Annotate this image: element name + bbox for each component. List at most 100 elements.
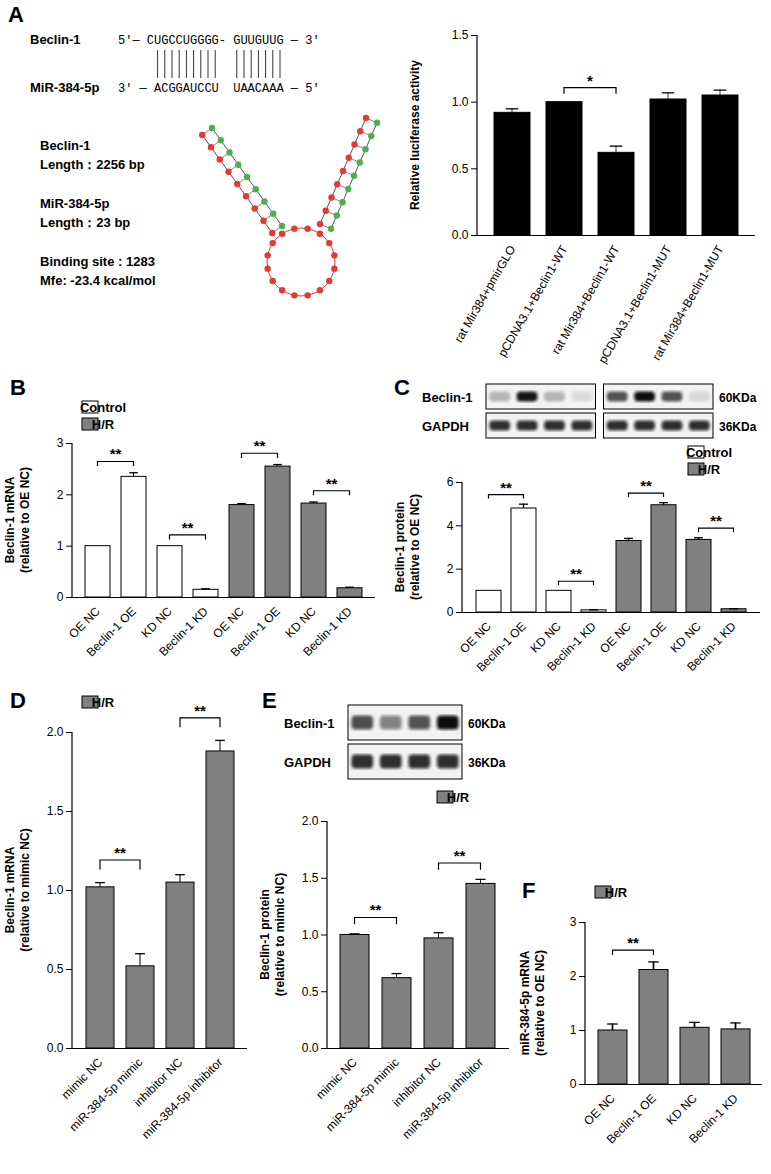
svg-text:**: ** [627, 934, 639, 951]
svg-text:MiR-384-5p: MiR-384-5p [40, 196, 109, 211]
svg-text:0: 0 [57, 590, 64, 604]
svg-text:Beclin-1 OE: Beclin-1 OE [228, 604, 283, 659]
svg-text:MiR-384-5p: MiR-384-5p [30, 80, 99, 95]
svg-text:Beclin-1 mRNA: Beclin-1 mRNA [3, 476, 17, 563]
svg-text:(relative to mimic NC): (relative to mimic NC) [273, 873, 287, 996]
svg-text:1.5: 1.5 [302, 871, 319, 885]
svg-text:H/R: H/R [92, 417, 115, 432]
svg-text:inhibitor NC: inhibitor NC [131, 1055, 186, 1110]
svg-text:**: ** [114, 844, 126, 861]
svg-text:pCDNA3.1+Beclin1-MUT: pCDNA3.1+Beclin1-MUT [595, 242, 675, 366]
svg-text:Beclin-1 mRNA: Beclin-1 mRNA [3, 846, 17, 933]
svg-text:0.0: 0.0 [452, 228, 469, 242]
svg-text:0.5: 0.5 [47, 962, 64, 976]
svg-text:36KDa: 36KDa [468, 756, 506, 770]
svg-text:2: 2 [447, 562, 454, 576]
svg-text:60KDa: 60KDa [719, 391, 757, 405]
svg-text:Beclin-1 KD: Beclin-1 KD [684, 619, 739, 674]
svg-text:Relative luciferase activity: Relative luciferase activity [408, 60, 422, 210]
svg-text:3: 3 [57, 436, 64, 450]
svg-text:Beclin-1: Beclin-1 [40, 138, 91, 153]
svg-text:1.5: 1.5 [452, 28, 469, 42]
svg-text:0: 0 [570, 1077, 577, 1091]
svg-text:H/R: H/R [92, 695, 115, 710]
svg-text:Beclin-1 KD: Beclin-1 KD [544, 619, 599, 674]
svg-text:**: ** [182, 519, 194, 536]
svg-text:Beclin-1 protein: Beclin-1 protein [393, 502, 407, 593]
svg-text:**: ** [710, 512, 722, 529]
svg-text:(relative to OE NC): (relative to OE NC) [408, 494, 422, 600]
svg-text:Beclin-1 KD: Beclin-1 KD [300, 604, 355, 659]
svg-text:(relative to mimic NC): (relative to mimic NC) [18, 828, 32, 951]
svg-text:rat Mir384+pmirGLO: rat Mir384+pmirGLO [451, 242, 519, 345]
svg-text:**: ** [454, 847, 466, 864]
svg-text:Beclin-1 OE: Beclin-1 OE [474, 619, 529, 674]
svg-text:GAPDH: GAPDH [284, 755, 331, 770]
svg-text:4: 4 [447, 519, 454, 533]
svg-text:Control: Control [80, 400, 126, 415]
svg-text:KD NC: KD NC [664, 1091, 701, 1128]
svg-text:6: 6 [447, 475, 454, 489]
svg-text:(relative to OE NC): (relative to OE NC) [533, 950, 547, 1056]
svg-text:miR-384-5p inhibitor: miR-384-5p inhibitor [139, 1055, 225, 1141]
svg-text:3: 3 [570, 915, 577, 929]
svg-text:Beclin-1 KD: Beclin-1 KD [686, 1091, 741, 1146]
svg-text:**: ** [254, 437, 266, 454]
svg-text:Length：23 bp: Length：23 bp [40, 215, 130, 230]
svg-text:OE NC: OE NC [581, 1091, 618, 1128]
svg-text:2.0: 2.0 [302, 814, 319, 828]
svg-text:Beclin-1: Beclin-1 [422, 390, 473, 405]
svg-text:*: * [587, 72, 593, 89]
svg-text:1.0: 1.0 [302, 928, 319, 942]
svg-text:2.0: 2.0 [47, 725, 64, 739]
svg-text:3' — ACGGAUCCU UAACAAA — 5': 3' — ACGGAUCCU UAACAAA — 5' [118, 82, 320, 96]
svg-text:Length：2256 bp: Length：2256 bp [40, 157, 145, 172]
svg-text:0: 0 [447, 605, 454, 619]
svg-text:0.0: 0.0 [47, 1041, 64, 1055]
svg-text:1: 1 [570, 1023, 577, 1037]
svg-text:miR-384-5p mRNA: miR-384-5p mRNA [518, 950, 532, 1055]
svg-text:**: ** [370, 901, 382, 918]
svg-text:mimic NC: mimic NC [58, 1055, 106, 1102]
svg-text:1.0: 1.0 [47, 883, 64, 897]
svg-text:H/R: H/R [698, 462, 721, 477]
svg-text:pCDNA3.1+Beclin1-WT: pCDNA3.1+Beclin1-WT [495, 242, 571, 360]
svg-text:rat Mir384+Beclin1-MUT: rat Mir384+Beclin1-MUT [649, 242, 727, 362]
svg-text:Beclin-1 OE: Beclin-1 OE [604, 1091, 659, 1146]
svg-text:Beclin-1 KD: Beclin-1 KD [156, 604, 211, 659]
svg-text:GAPDH: GAPDH [422, 419, 469, 434]
svg-text:1.5: 1.5 [47, 804, 64, 818]
svg-text:inhibitor NC: inhibitor NC [389, 1055, 444, 1110]
svg-text:Beclin-1: Beclin-1 [284, 716, 335, 731]
svg-text:**: ** [326, 475, 338, 492]
svg-text:0.0: 0.0 [302, 1041, 319, 1055]
svg-text:Beclin-1 protein: Beclin-1 protein [258, 889, 272, 980]
svg-text:0.5: 0.5 [302, 985, 319, 999]
svg-text:2: 2 [570, 969, 577, 983]
svg-text:0.5: 0.5 [452, 162, 469, 176]
svg-text:1: 1 [57, 539, 64, 553]
svg-text:5'— CUGCCUGGGG- GUUGUUG — 3': 5'— CUGCCUGGGG- GUUGUUG — 3' [118, 34, 320, 48]
svg-text:Beclin-1 OE: Beclin-1 OE [614, 619, 669, 674]
svg-text:Mfe: -23.4 kcal/mol: Mfe: -23.4 kcal/mol [40, 273, 156, 288]
svg-text:rat Mir384+Beclin1-WT: rat Mir384+Beclin1-WT [548, 242, 623, 357]
svg-text:H/R: H/R [605, 885, 628, 900]
svg-text:60KDa: 60KDa [468, 717, 506, 731]
svg-text:miR-384-5p mimic: miR-384-5p mimic [67, 1055, 146, 1134]
svg-text:**: ** [640, 477, 652, 494]
svg-text:Beclin-1 OE: Beclin-1 OE [84, 604, 139, 659]
svg-text:Binding site : 1283: Binding site : 1283 [40, 254, 155, 269]
svg-text:**: ** [194, 702, 206, 719]
svg-text:1.0: 1.0 [452, 95, 469, 109]
svg-text:Control: Control [686, 445, 732, 460]
svg-text:**: ** [500, 479, 512, 496]
svg-text:(relative to OE NC): (relative to OE NC) [18, 467, 32, 573]
svg-text:**: ** [570, 565, 582, 582]
svg-text:miR-384-5p inhibitor: miR-384-5p inhibitor [400, 1055, 486, 1141]
svg-text:Beclin-1: Beclin-1 [30, 32, 81, 47]
svg-text:miR-384-5p mimic: miR-384-5p mimic [323, 1055, 402, 1134]
svg-text:H/R: H/R [447, 790, 470, 805]
svg-text:36KDa: 36KDa [719, 420, 757, 434]
svg-text:**: ** [110, 445, 122, 462]
svg-text:2: 2 [57, 488, 64, 502]
